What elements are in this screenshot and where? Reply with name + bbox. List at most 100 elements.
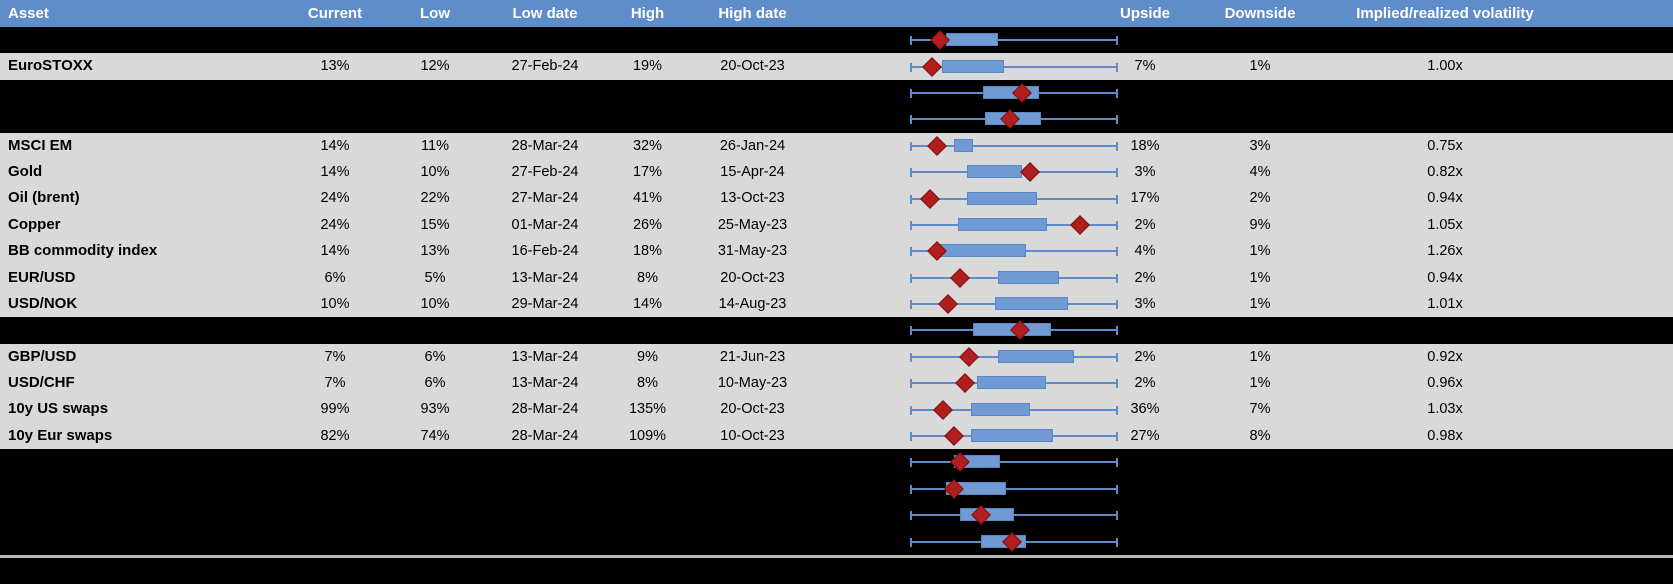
- cell-vol[interactable]: 0.96x: [1427, 375, 1463, 392]
- cell-current[interactable]: 6%: [324, 269, 346, 286]
- cell-downside[interactable]: 2%: [1249, 190, 1271, 207]
- header-implied-realized-vol[interactable]: Implied/realized volatility: [1356, 5, 1534, 22]
- cell-high-date[interactable]: 15-Apr-24: [720, 163, 785, 180]
- cell-high-date[interactable]: 10-May-23: [717, 375, 788, 392]
- header-asset[interactable]: Asset: [8, 5, 49, 22]
- cell-low[interactable]: 10%: [420, 163, 450, 180]
- cell-downside[interactable]: 3%: [1249, 137, 1271, 154]
- cell-vol[interactable]: 0.94x: [1427, 190, 1463, 207]
- cell-current[interactable]: 10%: [320, 295, 350, 312]
- cell-low-date[interactable]: 27-Mar-24: [511, 190, 579, 207]
- cell-upside[interactable]: 4%: [1134, 243, 1156, 260]
- cell-vol[interactable]: 0.94x: [1427, 269, 1463, 286]
- cell-current[interactable]: 14%: [320, 137, 350, 154]
- cell-upside[interactable]: 7%: [1134, 58, 1156, 75]
- cell-asset[interactable]: EUR/USD: [8, 268, 76, 286]
- cell-high-date[interactable]: 25-May-23: [717, 216, 788, 233]
- cell-high[interactable]: 19%: [632, 58, 663, 75]
- cell-high[interactable]: 17%: [632, 163, 663, 180]
- cell-current[interactable]: 13%: [320, 58, 350, 75]
- cell-low[interactable]: 22%: [420, 190, 450, 207]
- cell-upside[interactable]: 17%: [1130, 190, 1160, 207]
- cell-upside[interactable]: 18%: [1130, 137, 1160, 154]
- cell-high[interactable]: 26%: [632, 216, 663, 233]
- cell-current[interactable]: 99%: [320, 401, 350, 418]
- cell-downside[interactable]: 9%: [1249, 216, 1271, 233]
- cell-high-date[interactable]: 20-Oct-23: [720, 269, 785, 286]
- cell-high[interactable]: 8%: [637, 269, 658, 286]
- cell-vol[interactable]: 0.92x: [1427, 348, 1463, 365]
- cell-low[interactable]: 6%: [424, 375, 446, 392]
- cell-low[interactable]: 5%: [424, 269, 446, 286]
- cell-low-date[interactable]: 13-Mar-24: [511, 348, 579, 365]
- cell-upside[interactable]: 2%: [1134, 216, 1156, 233]
- cell-high-date[interactable]: 21-Jun-23: [719, 348, 786, 365]
- cell-low-date[interactable]: 01-Mar-24: [511, 216, 579, 233]
- cell-low[interactable]: 6%: [424, 348, 446, 365]
- cell-high[interactable]: 41%: [632, 190, 663, 207]
- header-low[interactable]: Low: [420, 5, 450, 22]
- cell-low-date[interactable]: 13-Mar-24: [511, 269, 579, 286]
- cell-asset[interactable]: EuroSTOXX: [8, 57, 93, 75]
- cell-low[interactable]: 12%: [420, 58, 450, 75]
- cell-low[interactable]: 11%: [421, 137, 449, 154]
- cell-upside[interactable]: 3%: [1134, 295, 1156, 312]
- cell-high-date[interactable]: 31-May-23: [717, 243, 788, 260]
- header-upside[interactable]: Upside: [1119, 5, 1170, 22]
- cell-low-date[interactable]: 13-Mar-24: [511, 375, 579, 392]
- cell-low-date[interactable]: 28-Mar-24: [511, 401, 579, 418]
- cell-asset[interactable]: USD/CHF: [8, 374, 75, 392]
- cell-downside[interactable]: 1%: [1249, 295, 1271, 312]
- header-high[interactable]: High: [630, 5, 665, 22]
- cell-downside[interactable]: 1%: [1249, 243, 1271, 260]
- cell-asset[interactable]: 10y Eur swaps: [8, 426, 113, 444]
- cell-low-date[interactable]: 28-Mar-24: [511, 137, 579, 154]
- cell-asset[interactable]: BB commodity index: [8, 242, 158, 260]
- cell-vol[interactable]: 1.03x: [1427, 401, 1463, 418]
- cell-downside[interactable]: 4%: [1249, 163, 1271, 180]
- cell-low[interactable]: 74%: [420, 427, 450, 444]
- cell-current[interactable]: 7%: [324, 375, 346, 392]
- cell-vol[interactable]: 0.82x: [1427, 163, 1463, 180]
- cell-asset[interactable]: GBP/USD: [8, 347, 77, 365]
- cell-high[interactable]: 109%: [628, 427, 667, 444]
- cell-current[interactable]: 24%: [320, 190, 350, 207]
- header-low-date[interactable]: Low date: [512, 5, 578, 22]
- cell-current[interactable]: 14%: [320, 243, 350, 260]
- header-current[interactable]: Current: [307, 5, 363, 22]
- cell-vol[interactable]: 0.75x: [1427, 137, 1463, 154]
- cell-current[interactable]: 24%: [320, 216, 350, 233]
- cell-upside[interactable]: 3%: [1134, 163, 1156, 180]
- cell-low-date[interactable]: 27-Feb-24: [511, 58, 579, 75]
- cell-downside[interactable]: 1%: [1249, 348, 1271, 365]
- header-high-date[interactable]: High date: [718, 5, 787, 22]
- cell-low[interactable]: 10%: [420, 295, 450, 312]
- cell-low-date[interactable]: 29-Mar-24: [511, 295, 579, 312]
- cell-high-date[interactable]: 26-Jan-24: [719, 137, 786, 154]
- cell-high-date[interactable]: 13-Oct-23: [720, 190, 785, 207]
- cell-high-date[interactable]: 14-Aug-23: [718, 295, 787, 312]
- cell-high[interactable]: 32%: [632, 137, 663, 154]
- cell-downside[interactable]: 1%: [1249, 58, 1271, 75]
- cell-low-date[interactable]: 16-Feb-24: [511, 243, 579, 260]
- cell-asset[interactable]: MSCI EM: [8, 136, 73, 154]
- cell-downside[interactable]: 8%: [1249, 427, 1271, 444]
- cell-current[interactable]: 14%: [320, 163, 350, 180]
- cell-high-date[interactable]: 10-Oct-23: [720, 427, 785, 444]
- cell-high-date[interactable]: 20-Oct-23: [720, 58, 785, 75]
- cell-low-date[interactable]: 28-Mar-24: [511, 427, 579, 444]
- cell-high[interactable]: 135%: [628, 401, 667, 418]
- cell-low[interactable]: 15%: [420, 216, 450, 233]
- cell-upside[interactable]: 2%: [1134, 375, 1156, 392]
- cell-vol[interactable]: 1.01x: [1427, 295, 1463, 312]
- cell-downside[interactable]: 1%: [1249, 375, 1271, 392]
- cell-high-date[interactable]: 20-Oct-23: [720, 401, 785, 418]
- cell-downside[interactable]: 1%: [1249, 269, 1271, 286]
- cell-high[interactable]: 8%: [637, 375, 658, 392]
- cell-downside[interactable]: 7%: [1249, 401, 1271, 418]
- cell-current[interactable]: 7%: [324, 348, 346, 365]
- cell-low[interactable]: 13%: [420, 243, 450, 260]
- cell-high[interactable]: 18%: [632, 243, 663, 260]
- cell-upside[interactable]: 2%: [1134, 269, 1156, 286]
- cell-upside[interactable]: 36%: [1130, 401, 1160, 418]
